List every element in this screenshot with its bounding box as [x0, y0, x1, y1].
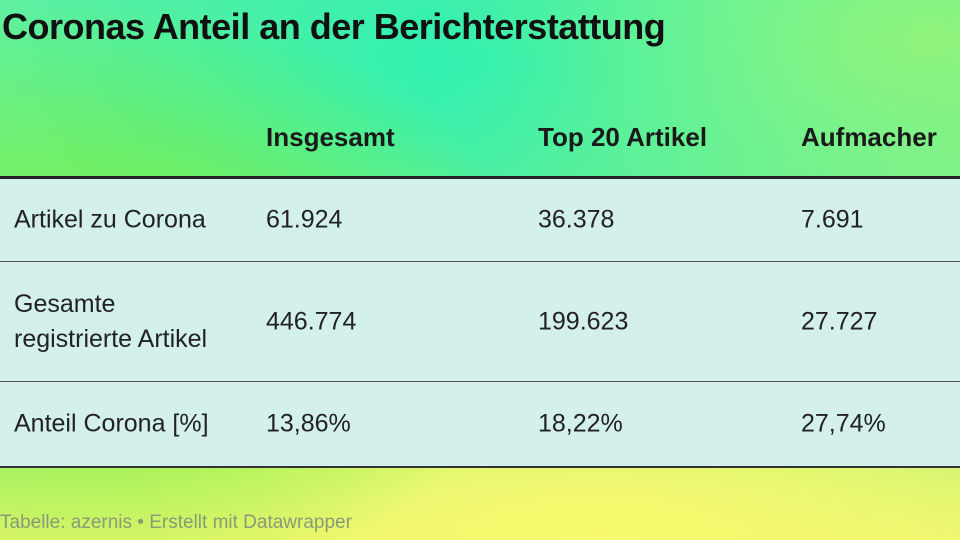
column-header-top-20-artikel[interactable]: Top 20 Artikel — [538, 122, 708, 152]
chart-title: Coronas Anteil an der Berichterstattung — [2, 6, 666, 47]
row-label: Artikel zu Corona — [14, 205, 206, 234]
table-cell: 61.924 — [266, 205, 343, 234]
row-label: Gesamte registrierte Artikel — [14, 289, 208, 353]
table-row: Artikel zu Corona 61.924 36.378 7.691 — [0, 179, 960, 261]
source-footer: Tabelle: azernis • Erstellt mit Datawrap… — [0, 512, 352, 533]
table-row: Anteil Corona [%] 13,86% 18,22% 27,74% — [0, 381, 960, 466]
table-cell: 446.774 — [266, 307, 357, 335]
column-header-insgesamt[interactable]: Insgesamt — [266, 122, 395, 152]
table-cell: 27.727 — [801, 307, 878, 335]
table-cell: 36.378 — [538, 205, 615, 234]
table-cell: 199.623 — [538, 307, 629, 335]
row-label: Anteil Corona [%] — [14, 409, 209, 438]
table-body: Artikel zu Corona 61.924 36.378 7.691 Ge… — [0, 176, 960, 468]
table-cell: 18,22% — [538, 409, 623, 438]
table-cell: 27,74% — [801, 409, 886, 438]
data-table: Insgesamt Top 20 Artikel Aufmacher Artik… — [0, 100, 960, 468]
table-cell: 13,86% — [266, 409, 351, 438]
table-row: Gesamte registrierte Artikel 446.774 199… — [0, 261, 960, 381]
table-header-row: Insgesamt Top 20 Artikel Aufmacher — [0, 100, 960, 176]
table-cell: 7.691 — [801, 205, 864, 234]
column-header-aufmacher[interactable]: Aufmacher — [801, 122, 937, 152]
